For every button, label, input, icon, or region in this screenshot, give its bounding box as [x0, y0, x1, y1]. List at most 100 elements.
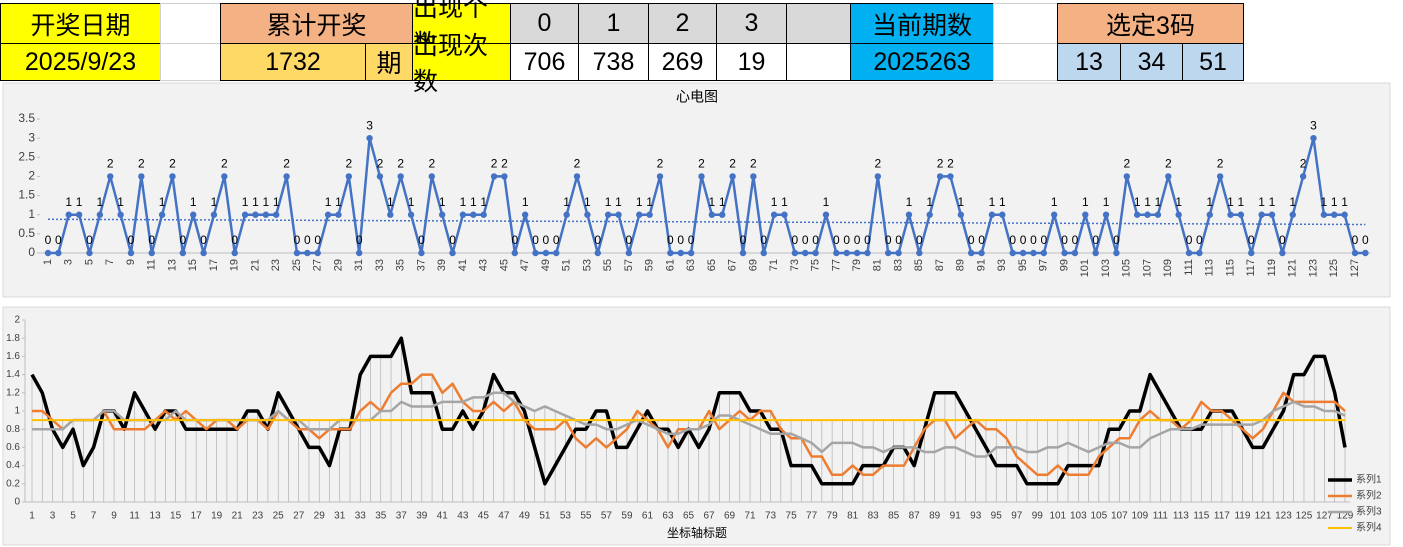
data-label: 0: [1030, 233, 1037, 247]
point: [262, 211, 270, 218]
data-label: 0: [1352, 233, 1359, 247]
y-tick-label: 2: [28, 169, 35, 183]
point: [999, 211, 1006, 218]
x-tick-label: 117: [1214, 511, 1230, 522]
x-tick-label: 63: [662, 511, 674, 522]
data-label: 2: [1217, 157, 1224, 171]
data-label: 1: [615, 195, 622, 209]
point: [1351, 249, 1359, 257]
point: [812, 249, 819, 257]
point: [1341, 211, 1348, 218]
x-tick-label: 107: [1141, 259, 1153, 277]
point: [241, 211, 249, 218]
point: [1279, 249, 1286, 257]
point: [781, 211, 788, 218]
data-label: 1: [335, 195, 342, 209]
data-label: 1: [957, 195, 964, 209]
x-tick-label: 123: [1307, 259, 1319, 277]
data-label: 1: [1051, 195, 1058, 209]
x-tick-label: 31: [334, 511, 346, 522]
point: [438, 211, 446, 218]
x-tick-label: 89: [929, 511, 941, 522]
data-label: 2: [428, 157, 435, 171]
point: [1206, 211, 1213, 218]
point: [625, 249, 633, 257]
x-tick-label: 93: [996, 259, 1008, 271]
data-label: 3: [366, 118, 373, 132]
cell: [160, 43, 221, 81]
point: [760, 249, 767, 257]
point: [532, 249, 539, 257]
point: [138, 173, 145, 180]
x-tick-label: 109: [1162, 259, 1174, 277]
data-label: 1: [117, 195, 124, 209]
x-tick-label: 125: [1296, 511, 1313, 522]
x-tick-label: 31: [353, 259, 365, 271]
y-tick-label: 0: [14, 497, 20, 508]
x-tick-label: 47: [498, 511, 510, 522]
x-tick-label: 19: [211, 511, 223, 522]
data-label: 1: [76, 195, 83, 209]
point: [1009, 249, 1016, 257]
data-label: 0: [978, 233, 985, 247]
point: [397, 173, 404, 180]
data-label: 0: [864, 233, 871, 247]
data-label: 1: [262, 195, 269, 209]
data-label: 1: [65, 195, 72, 209]
x-tick-label: 113: [1173, 511, 1189, 522]
legend-label: 系列2: [1356, 489, 1382, 502]
point: [542, 249, 550, 257]
x-tick-label: 91: [950, 511, 962, 522]
cell: 2025263: [850, 43, 994, 81]
data-label: 0: [532, 233, 539, 247]
data-label: 0: [1248, 233, 1255, 247]
data-label: 0: [885, 233, 892, 247]
point: [885, 249, 892, 257]
y-tick-label: 1.5: [18, 188, 35, 202]
x-tick-label: 79: [851, 259, 863, 271]
x-tick-label: 67: [703, 511, 715, 522]
point: [459, 211, 467, 218]
point: [345, 173, 353, 180]
x-tick-label: 5: [70, 511, 76, 522]
point: [490, 173, 498, 180]
legend-label: 系列4: [1356, 521, 1382, 534]
point: [1113, 249, 1120, 257]
y-tick-label: 3: [28, 130, 35, 144]
data-label: 2: [377, 157, 384, 171]
x-tick-label: 35: [395, 259, 407, 271]
point: [366, 134, 373, 142]
point: [604, 211, 612, 218]
point: [252, 211, 259, 218]
data-label: 2: [169, 157, 176, 171]
point: [1102, 211, 1110, 218]
point: [1133, 211, 1141, 218]
data-label: 0: [1009, 233, 1016, 247]
point: [687, 249, 695, 257]
data-label: 1: [1155, 195, 1162, 209]
x-tick-label: 37: [415, 259, 427, 271]
x-tick-label: 61: [642, 511, 654, 522]
point: [947, 173, 954, 180]
x-tick-label: 57: [601, 511, 613, 522]
x-tick-label: 119: [1266, 259, 1278, 277]
data-label: 0: [418, 233, 425, 247]
point: [563, 211, 570, 218]
point: [314, 249, 321, 257]
x-tick-label: 29: [332, 259, 344, 271]
data-label: 0: [802, 233, 809, 247]
data-label: 0: [1061, 233, 1068, 247]
x-tick-label: 77: [806, 511, 818, 522]
x-tick-label: 115: [1193, 511, 1209, 522]
x-tick-label: 73: [789, 259, 801, 271]
data-label: 1: [242, 195, 249, 209]
y-tick-label: 1.4: [6, 369, 20, 380]
x-tick-label: 51: [539, 511, 551, 522]
x-tick-label: 5: [83, 259, 95, 265]
cell: 累计开奖: [220, 3, 413, 44]
data-label: 1: [926, 195, 933, 209]
cell: 开奖日期: [0, 3, 161, 44]
point: [1268, 211, 1276, 218]
y-tick-label: 0.2: [6, 478, 20, 489]
